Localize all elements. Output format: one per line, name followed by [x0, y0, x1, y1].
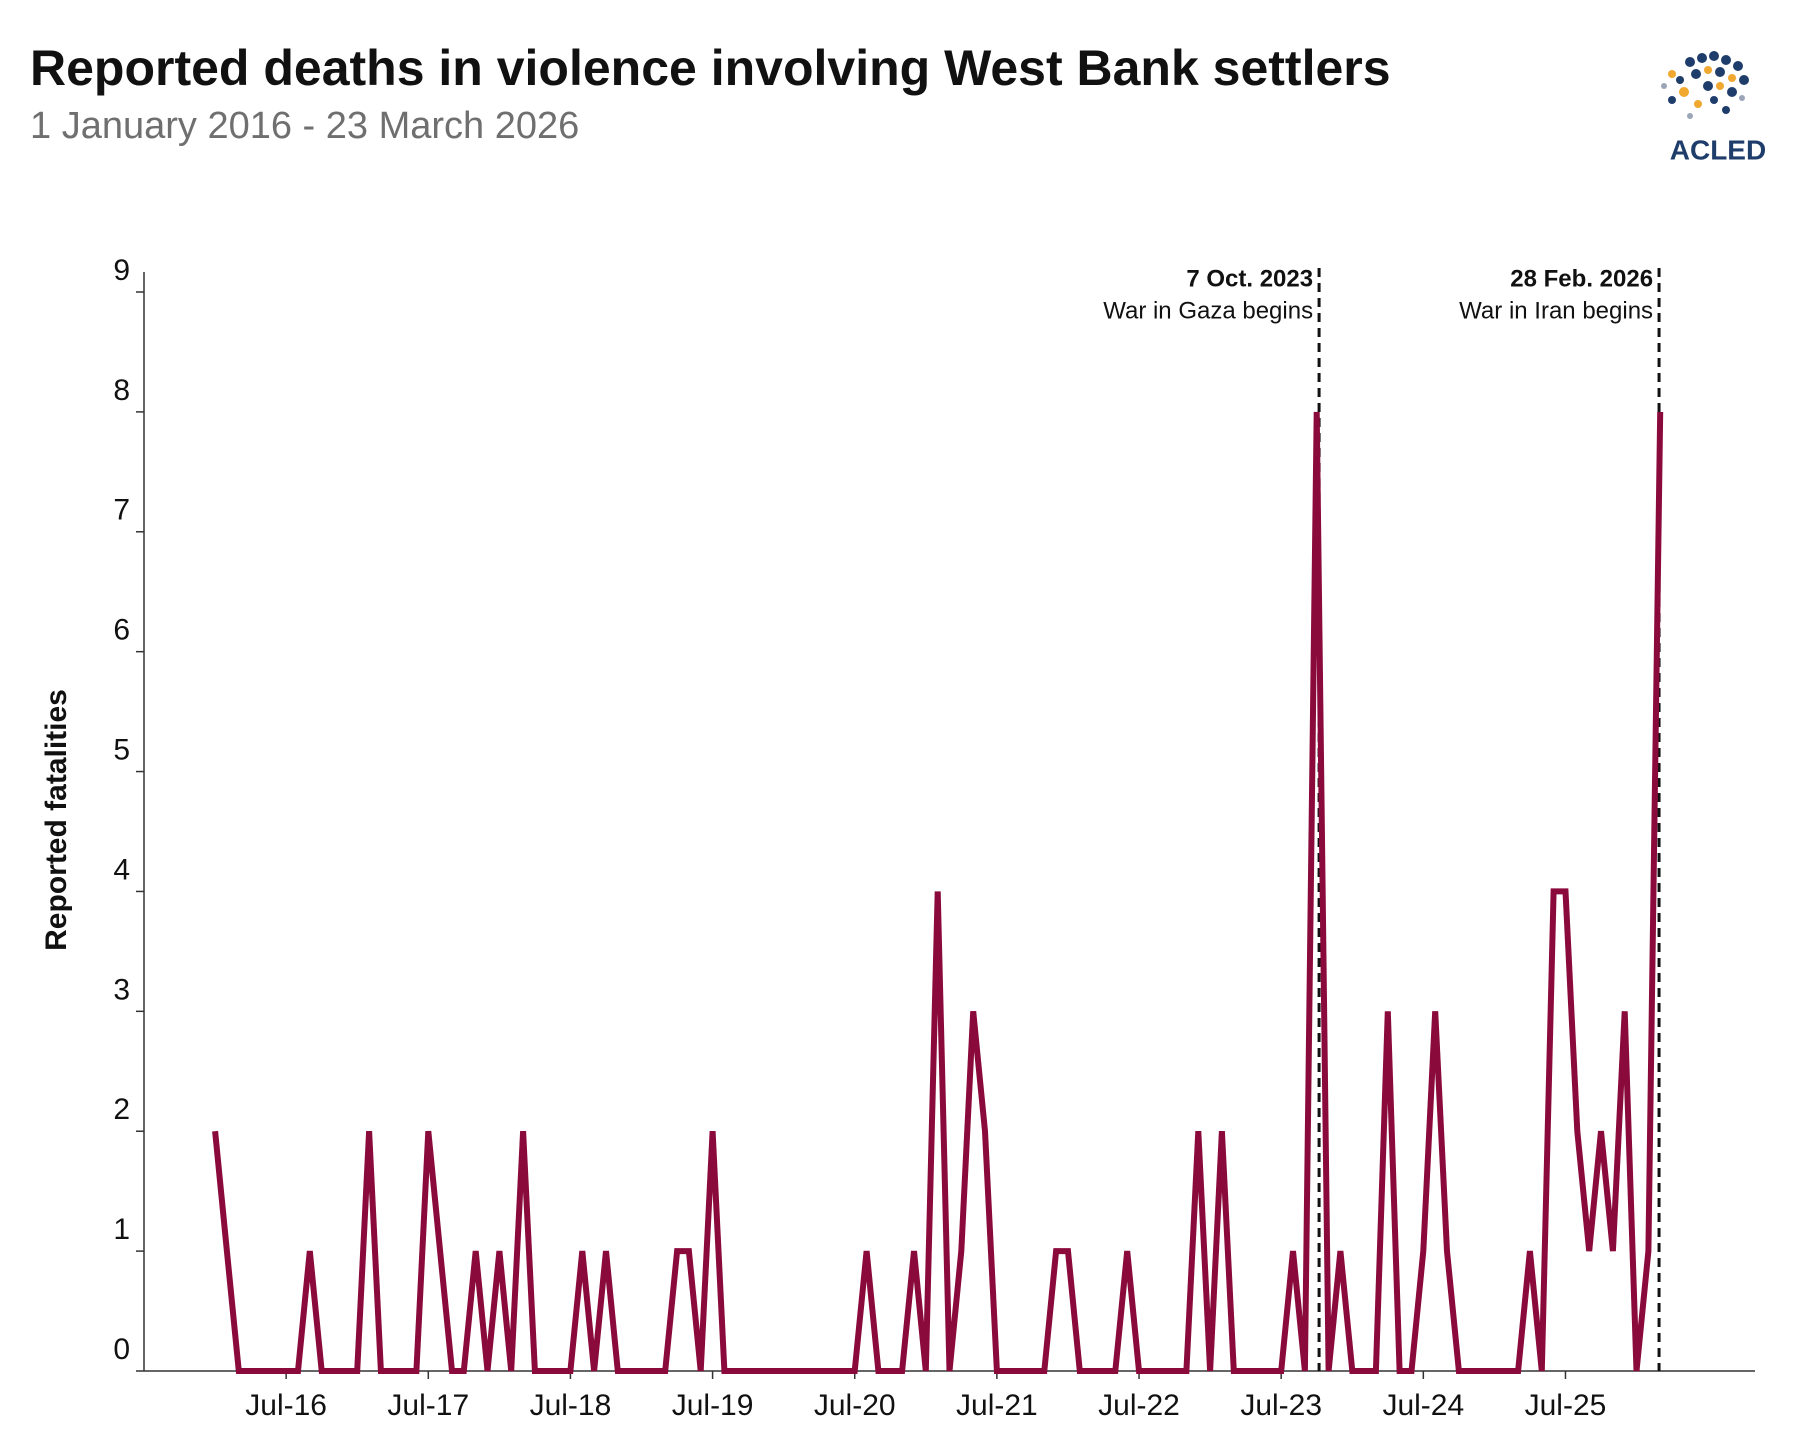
x-tick-label: Jul-25	[1525, 1389, 1607, 1422]
y-tick-label: 1	[113, 1213, 130, 1246]
event-label: War in Iran begins	[1459, 297, 1653, 324]
chart-subtitle: 1 January 2016 - 23 March 2026	[30, 105, 579, 147]
logo: ACLED	[1661, 51, 1766, 165]
x-tick-label: Jul-23	[1240, 1389, 1322, 1422]
x-tick-label: Jul-17	[387, 1389, 469, 1422]
x-tick-label: Jul-19	[672, 1389, 754, 1422]
y-tick-label: 7	[113, 494, 130, 527]
y-tick-label: 8	[113, 374, 130, 407]
event-date: 28 Feb. 2026	[1510, 265, 1653, 292]
data-line	[212, 411, 1664, 1374]
logo-text: ACLED	[1670, 134, 1766, 165]
chart-title: Reported deaths in violence involving We…	[30, 40, 1391, 96]
y-tick-label: 0	[113, 1333, 130, 1366]
event-label: War in Gaza begins	[1103, 297, 1313, 324]
y-tick-label: 6	[113, 614, 130, 647]
y-tick-label: 9	[113, 254, 130, 287]
x-tick-label: Jul-22	[1098, 1389, 1180, 1422]
y-tick-label: 2	[113, 1093, 130, 1126]
x-tick-label: Jul-20	[814, 1389, 896, 1422]
x-tick-label: Jul-21	[956, 1389, 1038, 1422]
y-tick-label: 4	[113, 853, 130, 886]
x-tick-label: Jul-16	[245, 1389, 327, 1422]
y-tick-label: 3	[113, 973, 130, 1006]
y-axis-label: Reported fatalities	[40, 689, 73, 951]
event-date: 7 Oct. 2023	[1186, 265, 1313, 292]
x-tick-label: Jul-24	[1382, 1389, 1464, 1422]
x-tick-label: Jul-18	[530, 1389, 612, 1422]
y-tick-label: 5	[113, 733, 130, 766]
